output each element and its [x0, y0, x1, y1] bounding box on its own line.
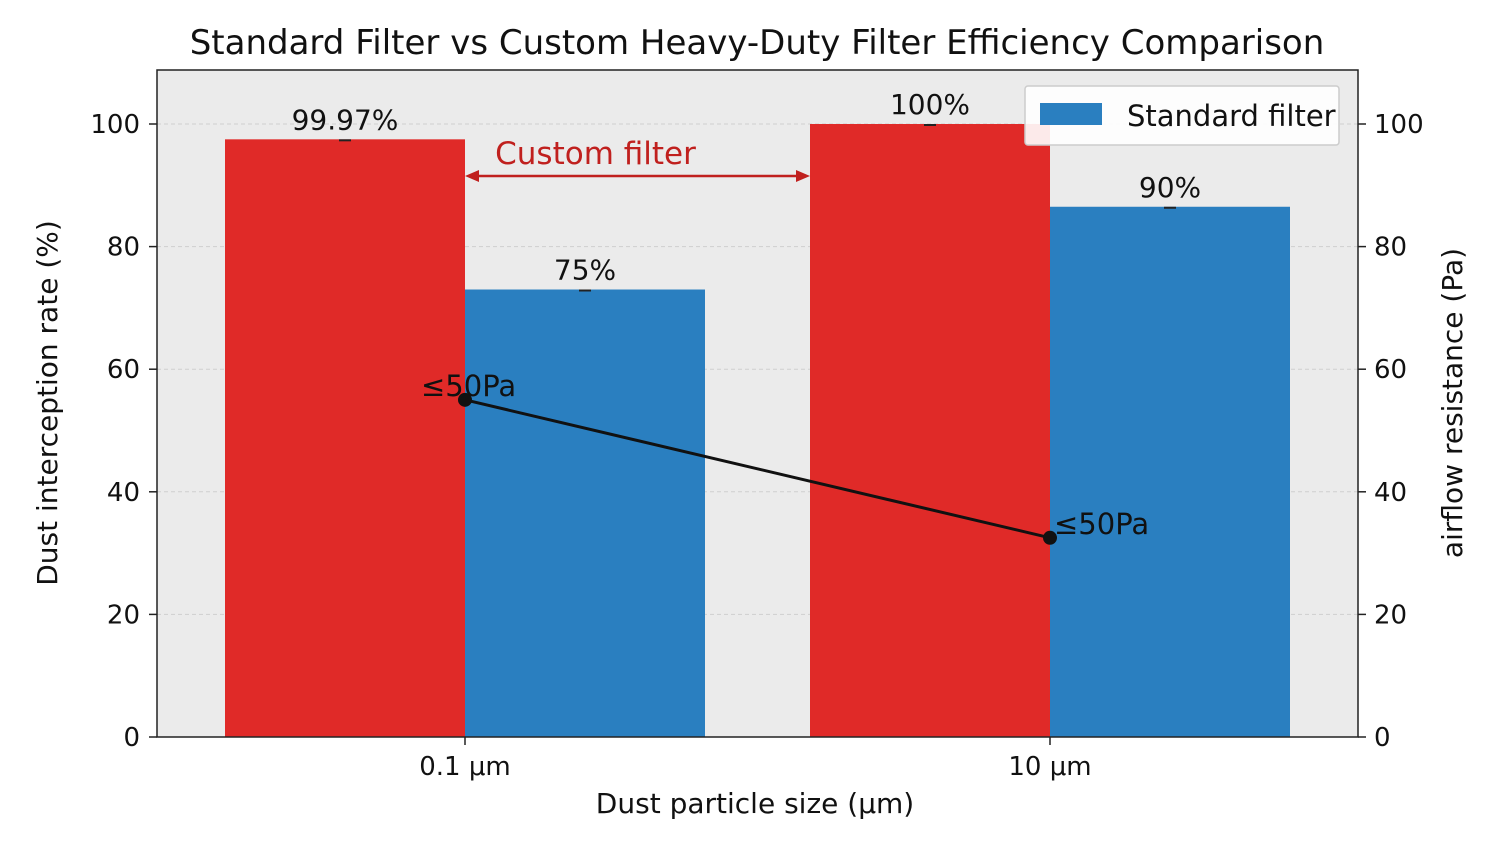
annotation-arrowhead-left [465, 170, 479, 182]
resistance-line-group: ≤50Pa ≤50Pa [421, 369, 1149, 545]
bar-0-1 [465, 289, 705, 737]
y-tick-label-100: 100 [90, 110, 140, 140]
y-tick-label-20: 20 [107, 600, 140, 630]
resistance-line [464, 398, 1051, 540]
resistance-label-0: ≤50Pa [421, 369, 516, 403]
bar-0-0 [225, 139, 465, 737]
y2-tick-label-80: 80 [1374, 233, 1407, 263]
bar-value-label-0-1: 75% [554, 254, 616, 287]
y-tick-label-60: 60 [107, 355, 140, 385]
annotation-text: Custom filter [495, 136, 696, 172]
custom-filter-annotation: Custom filter [465, 136, 810, 182]
bars: 99.97% 75% 100% 90% [225, 88, 1290, 737]
legend-swatch-standard-filter [1040, 103, 1102, 125]
y2-tick-label-60: 60 [1374, 355, 1407, 385]
legend-label-standard-filter: Standard filter [1127, 99, 1336, 133]
bar-value-label-1-0: 100% [890, 88, 970, 121]
legend-box [1024, 85, 1340, 146]
chart-title: Standard Filter vs Custom Heavy-Duty Fil… [190, 23, 1325, 63]
y2-tick-label-40: 40 [1374, 478, 1407, 508]
y-tick-label-40: 40 [107, 478, 140, 508]
x-tick-label-1: 10 μm [1008, 752, 1091, 782]
y-tick-label-0: 0 [123, 723, 140, 753]
y-tick-label-80: 80 [107, 233, 140, 263]
y2-tick-label-0: 0 [1374, 723, 1391, 753]
x-axis-label: Dust particle size (μm) [596, 787, 914, 820]
bar-value-label-0-0: 99.97% [292, 103, 399, 136]
annotation-arrowhead-right [796, 170, 810, 182]
axes: 0 20 40 60 80 100 0 20 40 60 80 100 0.1 μm 10 μm [90, 69, 1424, 782]
y2-tick-label-20: 20 [1374, 600, 1407, 630]
y2-tick-label-100: 100 [1374, 110, 1424, 140]
bar-value-label-1-1: 90% [1139, 171, 1201, 204]
y-axis-label: Dust interception rate (%) [31, 220, 64, 586]
resistance-point-1 [1043, 530, 1057, 545]
x-tick-label-0: 0.1 μm [419, 752, 510, 782]
plot-frame [156, 69, 1359, 738]
bar-1-0 [810, 124, 1050, 737]
bar-1-1 [1050, 206, 1290, 737]
legend: Standard filter [1024, 85, 1340, 146]
resistance-point-0 [458, 392, 472, 407]
resistance-label-1: ≤50Pa [1054, 507, 1149, 541]
y2-axis-label: airflow resistance (Pa) [1436, 248, 1469, 558]
